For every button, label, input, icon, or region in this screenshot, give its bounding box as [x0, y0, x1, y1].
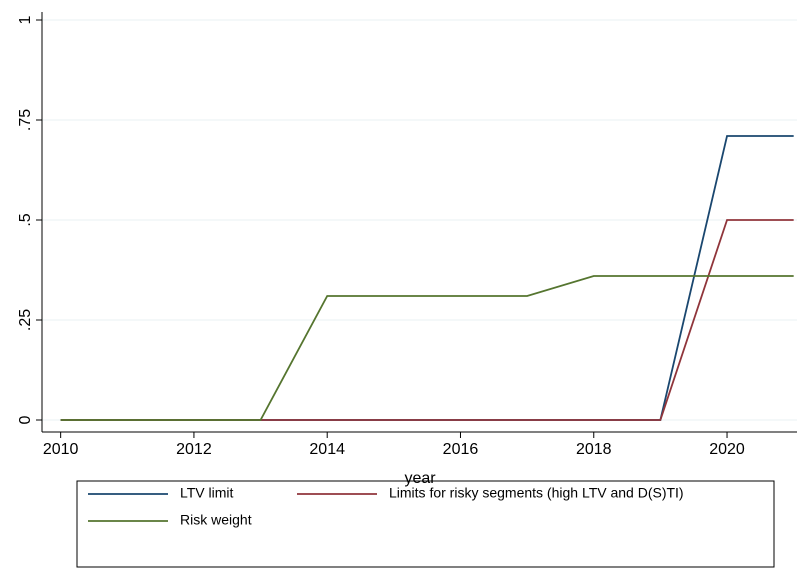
- legend-label: Limits for risky segments (high LTV and …: [389, 485, 684, 501]
- x-tick-label: 2010: [43, 441, 79, 458]
- legend-label: Risk weight: [180, 512, 252, 528]
- x-axis-label: year: [404, 470, 436, 487]
- y-tick-label: .75: [17, 109, 34, 131]
- legend-label: LTV limit: [180, 485, 234, 501]
- x-tick-label: 2012: [176, 441, 212, 458]
- y-tick-label: 0: [17, 415, 34, 424]
- y-tick-label: .25: [17, 309, 34, 331]
- x-tick-label: 2016: [443, 441, 479, 458]
- x-tick-label: 2018: [576, 441, 612, 458]
- legend-box: [76, 480, 775, 568]
- x-tick-label: 2014: [309, 441, 345, 458]
- y-tick-label: .5: [17, 213, 34, 226]
- x-tick-label: 2020: [709, 441, 745, 458]
- y-tick-label: 1: [17, 15, 34, 24]
- series-line: [60, 275, 794, 421]
